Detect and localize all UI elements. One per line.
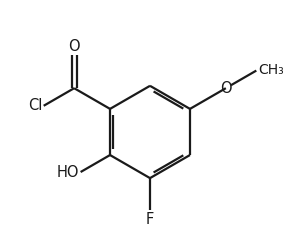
Text: HO: HO [57, 165, 80, 180]
Text: O: O [220, 81, 232, 96]
Text: O: O [68, 39, 80, 54]
Text: CH₃: CH₃ [258, 63, 284, 77]
Text: Cl: Cl [28, 98, 43, 113]
Text: F: F [146, 212, 154, 227]
